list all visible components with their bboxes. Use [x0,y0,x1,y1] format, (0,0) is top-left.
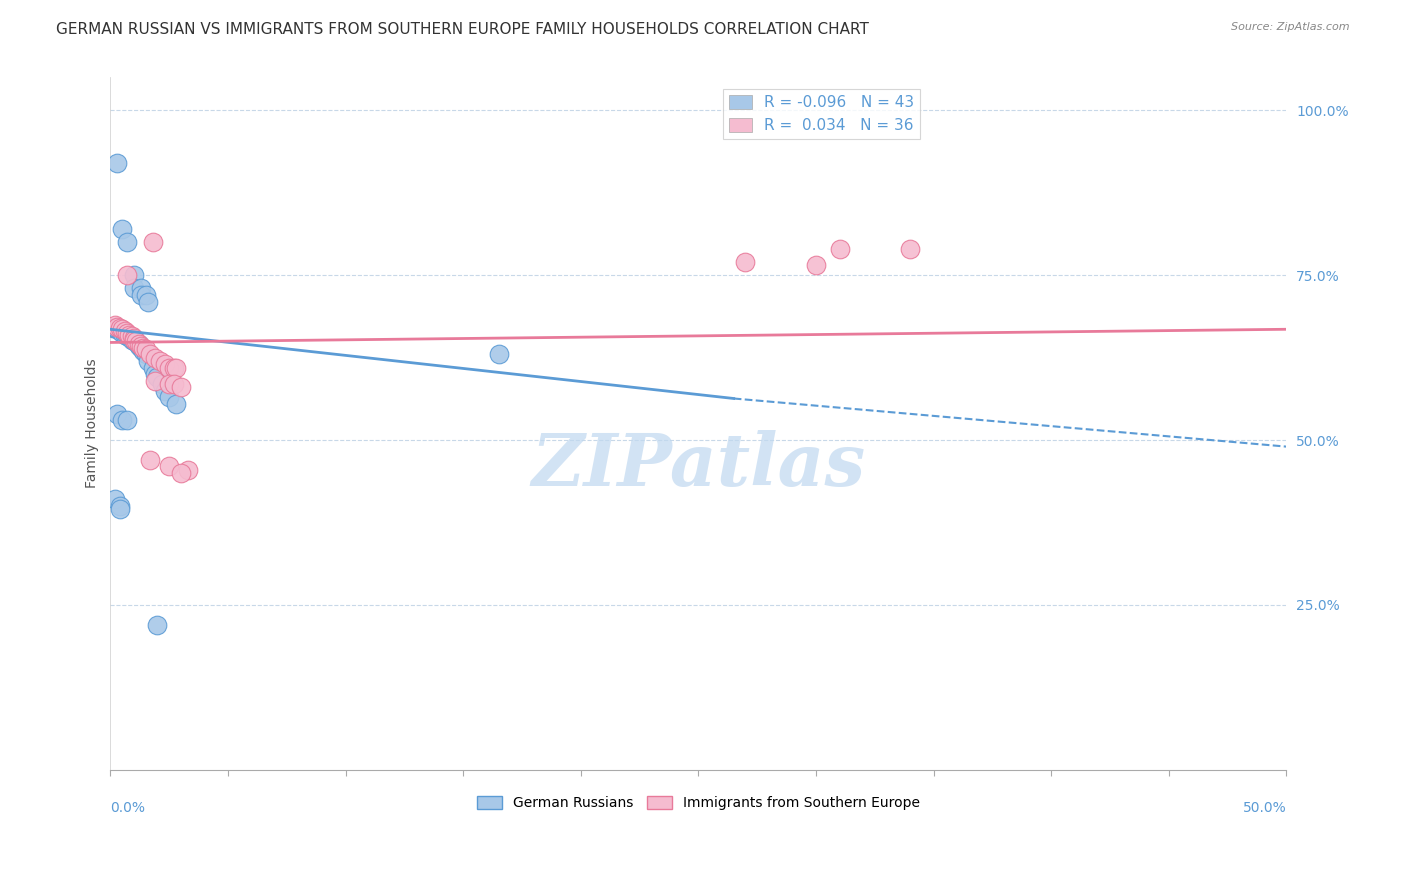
Point [157,360,180,375]
Point [111,322,134,336]
Point [139,347,162,361]
Point [108,502,131,516]
Point [107,156,129,170]
Point [129,341,152,355]
Point [170,380,193,394]
Point [121,331,143,345]
Point [132,344,155,359]
Point [114,326,136,341]
Point [157,390,180,404]
Point [122,331,145,345]
Point [143,374,166,388]
Point [111,326,134,340]
Legend: R = -0.096   N = 43, R =  0.034   N = 36: R = -0.096 N = 43, R = 0.034 N = 36 [723,88,920,139]
Point [157,459,180,474]
Point [104,318,127,332]
Text: Source: ZipAtlas.com: Source: ZipAtlas.com [1232,22,1350,32]
Point [107,319,129,334]
Point [129,281,152,295]
Text: 50.0%: 50.0% [1243,801,1286,814]
Point [115,326,138,340]
Point [488,347,510,361]
Point [143,351,166,365]
Point [135,347,157,361]
Point [153,384,176,398]
Point [108,499,131,513]
Point [121,329,143,343]
Point [143,367,166,381]
Point [157,376,180,391]
Point [107,407,129,421]
Point [111,222,134,236]
Point [165,397,187,411]
Point [135,342,157,356]
Point [128,337,150,351]
Point [142,360,165,375]
Point [136,294,159,309]
Point [108,324,131,338]
Point [165,360,187,375]
Point [118,329,141,343]
Point [163,376,186,391]
Text: ZIPatlas: ZIPatlas [531,430,866,500]
Point [122,334,145,348]
Point [170,466,193,480]
Point [135,288,157,302]
Point [115,268,138,283]
Point [114,324,136,338]
Text: GERMAN RUSSIAN VS IMMIGRANTS FROM SOUTHERN EUROPE FAMILY HOUSEHOLDS CORRELATION : GERMAN RUSSIAN VS IMMIGRANTS FROM SOUTHE… [56,22,869,37]
Point [115,329,138,343]
Point [128,337,150,351]
Point [132,341,155,355]
Point [142,235,165,250]
Point [111,413,134,427]
Point [122,333,145,347]
Point [146,617,169,632]
Point [115,235,138,250]
Point [734,255,756,269]
Point [122,268,145,283]
Point [128,339,150,353]
Point [898,242,921,256]
Point [136,354,159,368]
Text: 0.0%: 0.0% [111,801,145,814]
Point [149,354,172,368]
Point [118,327,141,342]
Point [139,452,162,467]
Point [804,258,827,272]
Point [101,321,124,335]
Point [115,413,138,427]
Point [150,376,173,391]
Y-axis label: Family Households: Family Households [86,359,100,488]
Point [104,492,127,507]
Point [163,360,186,375]
Point [146,370,169,384]
Point [153,357,176,371]
Point [114,327,136,342]
Point [177,463,200,477]
Point [104,321,127,335]
Point [122,281,145,295]
Point [107,322,129,336]
Point [108,321,131,335]
Point [125,334,148,348]
Point [125,335,148,350]
Point [121,333,143,347]
Point [129,339,152,353]
Point [828,242,851,256]
Point [129,288,152,302]
